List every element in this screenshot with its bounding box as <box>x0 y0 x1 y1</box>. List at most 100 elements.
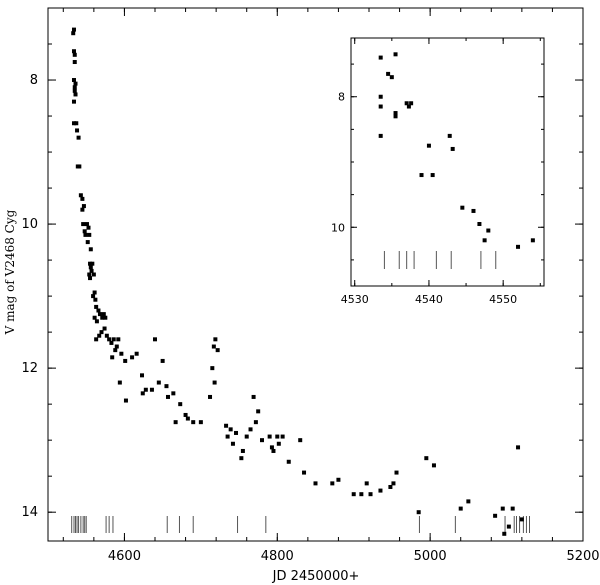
data-point <box>225 434 230 439</box>
data-point <box>298 438 303 443</box>
data-point <box>256 409 261 414</box>
data-point <box>76 135 81 140</box>
data-point <box>91 294 96 299</box>
data-point <box>477 222 482 226</box>
data-point <box>92 290 97 295</box>
data-point <box>73 81 78 86</box>
data-point <box>389 75 394 80</box>
y-tick-label: 8 <box>30 73 38 88</box>
data-point <box>378 104 383 109</box>
data-point <box>71 78 76 83</box>
data-point <box>419 173 424 178</box>
main-data-points <box>71 27 524 536</box>
data-point <box>208 394 213 399</box>
data-point <box>198 420 203 425</box>
data-point <box>215 348 220 353</box>
data-point <box>351 492 356 497</box>
data-point <box>486 228 491 233</box>
data-point <box>271 448 276 453</box>
data-point <box>471 208 476 213</box>
data-point <box>78 193 83 198</box>
data-point <box>110 355 115 360</box>
data-point <box>99 330 104 335</box>
data-point <box>378 488 383 493</box>
data-point <box>191 420 196 425</box>
data-point <box>86 225 91 230</box>
data-point <box>140 373 145 378</box>
data-point <box>386 71 391 76</box>
data-point <box>71 49 76 54</box>
main-tick-labels: 4600 4800 5000 5200 8 10 12 14 <box>21 73 599 564</box>
data-point <box>96 308 101 313</box>
data-point <box>97 333 102 338</box>
data-point <box>378 133 383 138</box>
data-point <box>160 358 165 363</box>
main-plot-frame <box>47 7 584 542</box>
inset-observation-tick-marks <box>383 251 497 269</box>
data-point <box>224 423 229 428</box>
data-point <box>302 470 307 475</box>
data-point <box>100 315 105 320</box>
data-point <box>71 27 76 32</box>
x-axis-title: JD 2450000+ <box>272 569 360 584</box>
data-point <box>280 434 285 439</box>
data-point <box>447 133 452 138</box>
data-point <box>173 420 178 425</box>
data-point <box>393 114 398 119</box>
data-point <box>506 524 511 529</box>
data-point <box>286 459 291 464</box>
data-point <box>84 222 89 227</box>
data-point <box>123 358 128 363</box>
data-point <box>388 484 393 489</box>
data-point <box>500 506 505 511</box>
data-point <box>409 101 414 106</box>
data-point <box>75 128 80 133</box>
data-point <box>81 204 86 209</box>
data-point <box>466 499 471 504</box>
data-point <box>72 85 77 90</box>
x-tick-label: 4540 <box>415 293 443 306</box>
x-tick-label: 5000 <box>414 549 447 564</box>
data-point <box>482 238 487 243</box>
data-point <box>153 337 157 342</box>
data-point <box>516 445 521 450</box>
data-point <box>80 196 85 201</box>
data-point <box>103 315 108 320</box>
data-point <box>228 427 233 432</box>
inset-data-points <box>378 52 535 249</box>
data-point <box>431 463 436 468</box>
data-point <box>368 492 373 497</box>
data-point <box>519 517 524 522</box>
data-point <box>117 380 122 385</box>
data-point <box>72 60 77 65</box>
data-point <box>107 337 112 342</box>
data-point <box>123 398 128 403</box>
data-point <box>183 412 188 417</box>
data-point <box>406 104 411 109</box>
x-tick-label: 5200 <box>566 549 599 564</box>
data-point <box>149 387 154 392</box>
data-point <box>530 238 535 243</box>
data-point <box>88 276 93 281</box>
main-axis-ticks <box>48 7 584 541</box>
data-point <box>502 531 507 536</box>
inset-plot-frame <box>350 37 545 287</box>
main-observation-tick-marks <box>71 516 530 533</box>
data-point <box>516 244 521 249</box>
data-point <box>82 229 87 234</box>
data-point <box>119 351 124 356</box>
data-point <box>102 326 107 331</box>
data-point <box>94 337 99 342</box>
data-point <box>88 265 93 270</box>
data-point <box>313 481 318 486</box>
y-tick-label: 10 <box>21 217 38 232</box>
data-point <box>140 391 145 396</box>
data-point <box>234 430 239 435</box>
data-point <box>116 337 121 342</box>
data-point <box>178 402 183 407</box>
data-point <box>267 434 272 439</box>
data-point <box>72 52 77 57</box>
data-point <box>71 121 76 126</box>
data-point <box>330 481 335 486</box>
